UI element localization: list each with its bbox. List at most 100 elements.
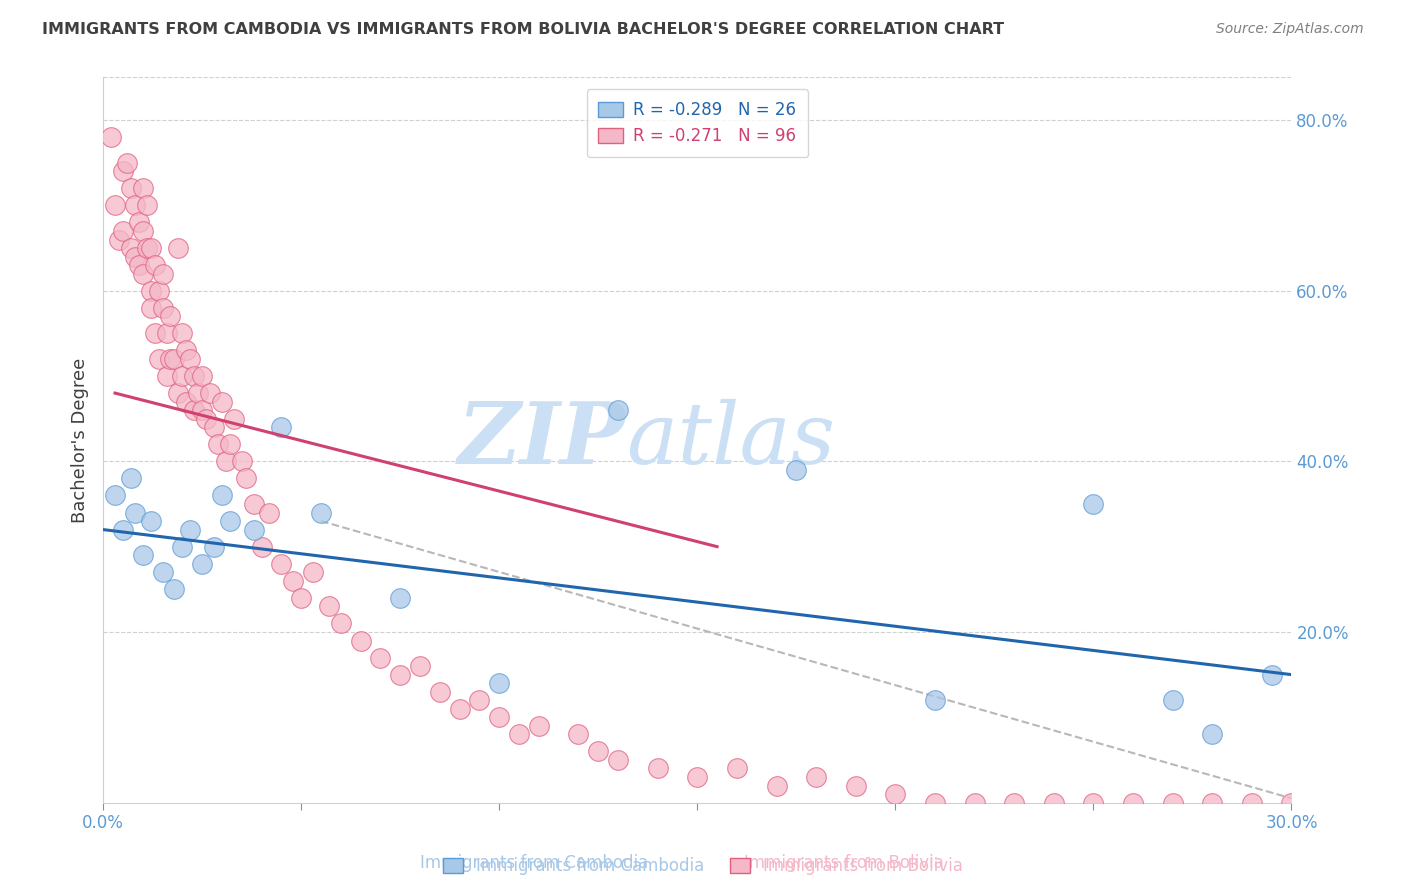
Point (488, 676, 510, 690)
Point (172, 540, 194, 554)
Point (155, 326, 177, 341)
Point (290, 591, 312, 605)
Point (176, 394, 198, 409)
Point (508, 727, 530, 741)
Point (128, 258, 150, 272)
Point (1201, 727, 1223, 741)
Point (488, 710, 510, 724)
Point (104, 488, 127, 502)
Point (176, 343, 198, 358)
Point (1161, 796, 1184, 810)
Point (845, 779, 868, 793)
Point (235, 471, 257, 485)
Y-axis label: Bachelor's Degree: Bachelor's Degree (72, 358, 89, 523)
Point (111, 224, 134, 238)
Point (765, 779, 787, 793)
Point (527, 719, 550, 733)
Point (219, 437, 242, 451)
Point (924, 693, 946, 707)
Point (211, 394, 233, 409)
Point (191, 403, 214, 417)
Point (135, 198, 157, 212)
Point (242, 497, 264, 511)
Point (1201, 796, 1223, 810)
Point (191, 557, 214, 571)
Point (389, 591, 412, 605)
Point (152, 267, 174, 281)
Point (167, 386, 190, 401)
Point (329, 616, 352, 631)
Point (242, 523, 264, 537)
Point (588, 744, 610, 758)
Point (785, 463, 807, 477)
Point (163, 351, 186, 366)
Point (195, 411, 218, 425)
Point (309, 506, 332, 520)
Point (167, 241, 190, 255)
Point (1002, 796, 1025, 810)
Point (270, 557, 292, 571)
Point (183, 403, 205, 417)
Point (429, 684, 451, 698)
Text: Immigrants from Cambodia: Immigrants from Cambodia (420, 855, 648, 872)
Point (302, 566, 325, 580)
Point (143, 258, 166, 272)
Point (222, 411, 245, 425)
Point (172, 369, 194, 384)
Point (1161, 693, 1184, 707)
Point (647, 762, 669, 776)
Point (111, 164, 134, 178)
Point (159, 310, 181, 324)
Point (219, 514, 242, 528)
Point (607, 403, 630, 417)
Point (120, 181, 142, 195)
Point (100, 130, 122, 145)
Point (135, 241, 157, 255)
Point (183, 369, 205, 384)
Point (132, 267, 155, 281)
Point (104, 198, 127, 212)
Point (1083, 796, 1105, 810)
Point (124, 506, 146, 520)
Point (159, 351, 181, 366)
Point (132, 181, 155, 195)
Point (139, 284, 162, 298)
Point (924, 796, 946, 810)
Point (1281, 796, 1303, 810)
Point (207, 437, 229, 451)
Point (148, 284, 170, 298)
Point (231, 454, 253, 468)
Point (449, 702, 471, 716)
Point (152, 301, 174, 315)
Point (155, 369, 177, 384)
Point (198, 386, 221, 401)
Point (128, 215, 150, 229)
Point (1260, 667, 1282, 681)
Point (120, 241, 142, 255)
Point (1360, 796, 1382, 810)
Text: ZIP: ZIP (458, 398, 626, 482)
Point (1083, 497, 1105, 511)
Point (259, 506, 281, 520)
Point (389, 667, 412, 681)
Point (725, 762, 748, 776)
Point (202, 420, 225, 434)
Point (179, 523, 201, 537)
Point (250, 540, 273, 554)
Point (409, 659, 432, 673)
Point (191, 369, 214, 384)
Point (187, 386, 209, 401)
Point (211, 488, 233, 502)
Point (1320, 796, 1343, 810)
Point (215, 454, 238, 468)
Point (349, 633, 371, 648)
Point (370, 650, 392, 665)
Point (804, 770, 827, 784)
Point (318, 599, 340, 614)
Point (163, 582, 186, 597)
Point (148, 351, 170, 366)
Point (686, 770, 709, 784)
Point (139, 241, 162, 255)
Point (1240, 796, 1263, 810)
Text: Source: ZipAtlas.com: Source: ZipAtlas.com (1216, 22, 1364, 37)
